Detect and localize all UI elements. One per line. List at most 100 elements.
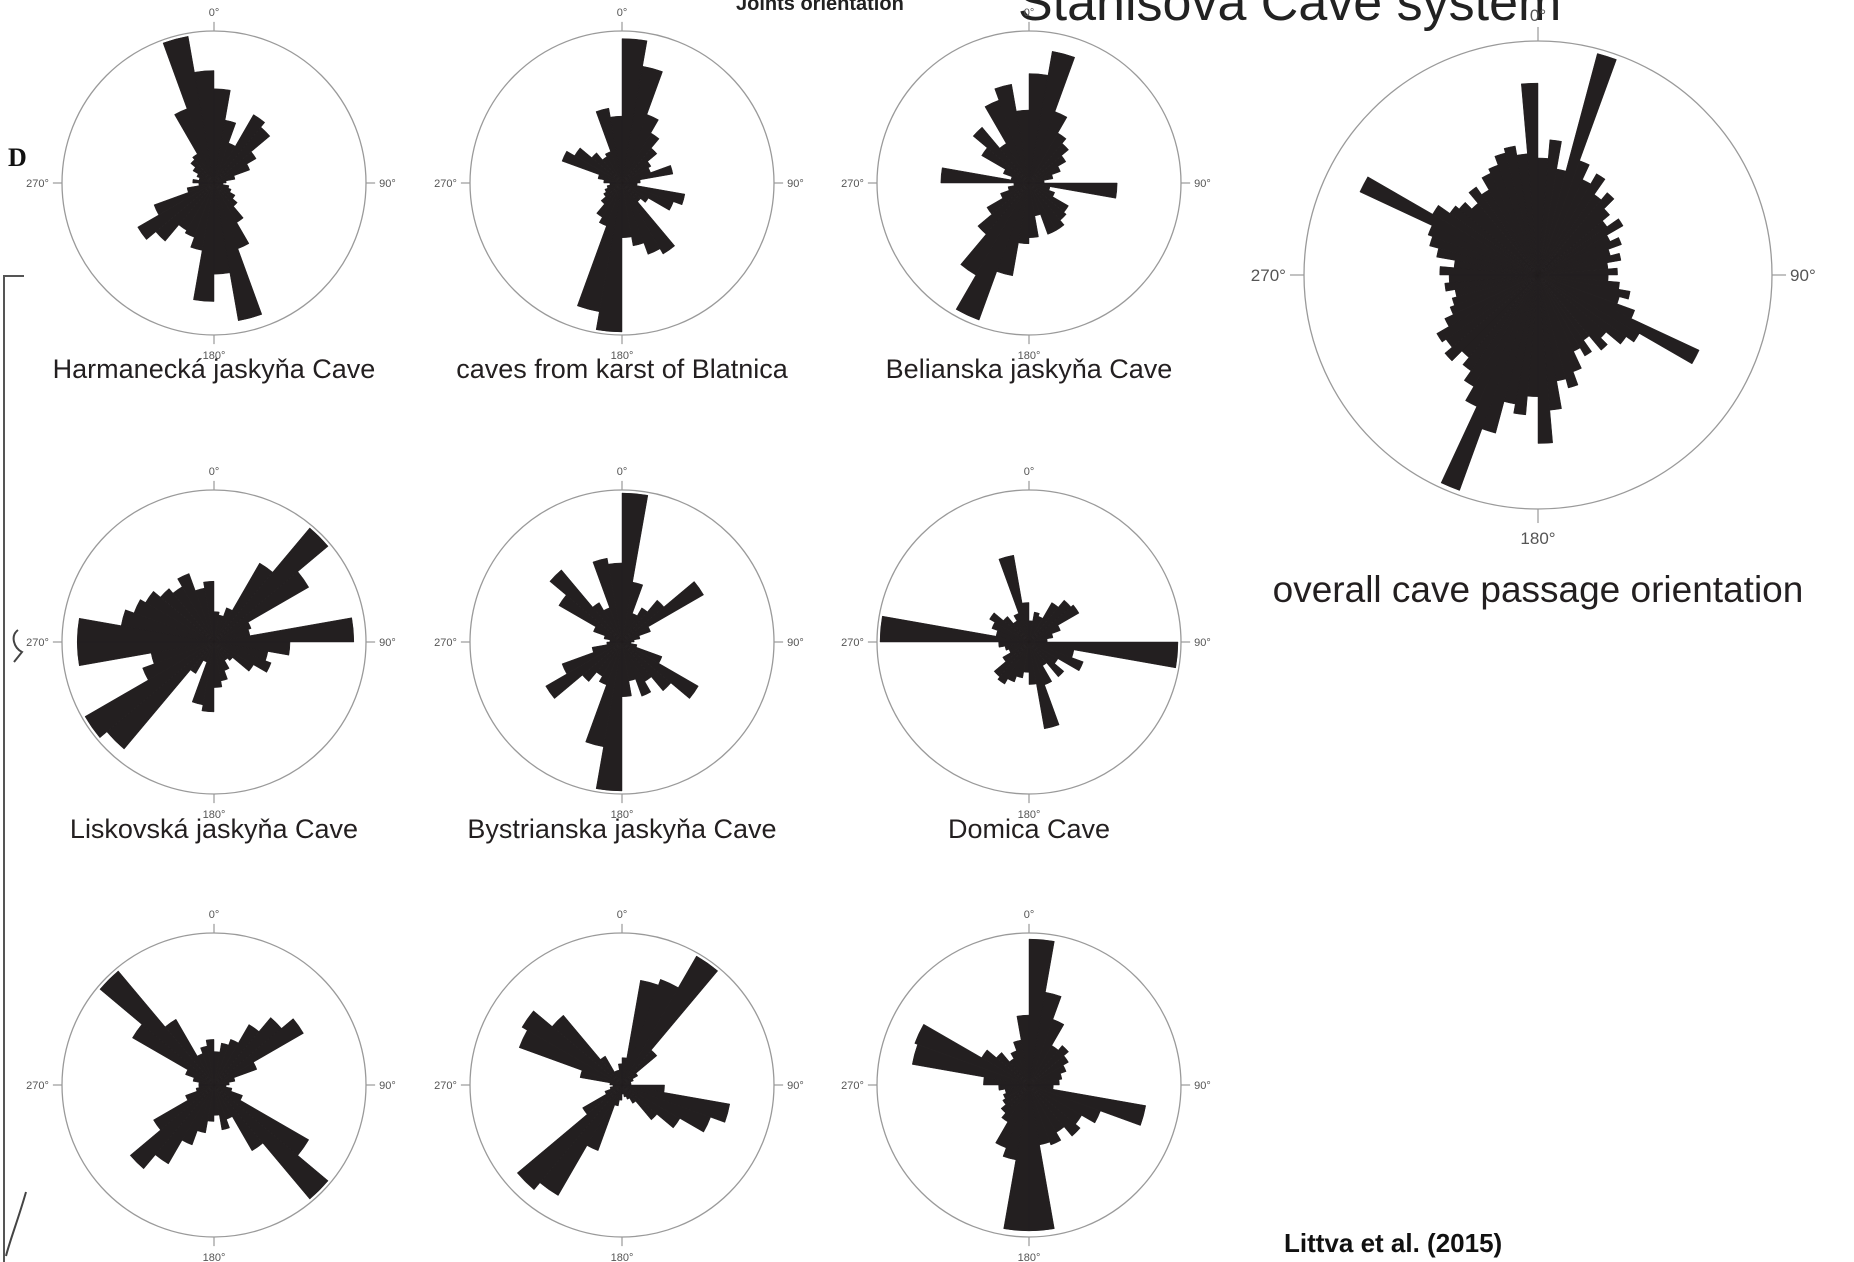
angle-label: 180° [611,809,634,821]
angle-label: 90° [379,178,396,190]
rose-sector [600,182,623,205]
rose-sector [1021,602,1030,643]
rose-sector [1001,1084,1030,1123]
rose-sector [213,126,271,184]
rose-sector [989,612,1030,643]
rose-sector [621,1084,627,1098]
rose-sector [1468,186,1539,276]
rose-sector [621,635,641,643]
rose-sector [1537,252,1622,276]
rose-sector [1028,641,1084,672]
rose-sector [1028,155,1067,184]
angle-label: 180° [1018,1252,1041,1262]
angle-label: 0° [209,466,220,478]
rose-sector [561,150,623,184]
rose-sector [213,621,252,643]
rose-sector [549,569,623,643]
angle-label: 180° [1018,809,1041,821]
rose-sector [1000,182,1030,199]
chart-caption: Liskovská jaskyňa Cave [70,814,358,844]
rose-sector [621,179,641,184]
rose-sector [213,641,254,672]
rose-sector [1537,173,1606,276]
rose-chart-row3-right: 0° 90° 180° 270° [841,909,1211,1262]
rose-sector [1028,641,1037,685]
rose-sector [213,1018,304,1086]
rose-sector [1016,1014,1030,1086]
rose-sector [607,562,623,643]
rose-sector [1537,274,1627,345]
rose-sector [621,182,676,255]
rose-sector [133,599,215,643]
rose-sector [972,126,1030,184]
rose-sector [592,557,623,643]
angle-label: 0° [1024,909,1035,921]
rose-sector [1028,50,1076,184]
rose-sector [621,1084,731,1123]
rose-sector [177,573,215,643]
rose-sector [84,641,215,739]
chart-caption: Harmanecká jaskyňa Cave [53,354,376,384]
angle-label: 90° [379,637,396,649]
rose-chart-belianska: 0° 90° 180° 270° Belianska jaskyňa Cave [841,7,1211,384]
citation-text: Littva et al. (2015) [1284,1228,1502,1258]
rose-sector [1003,616,1030,643]
rose-chart-bystrianska: 0° 90° 180° 270° Bystrianska jaskyňa Cave [434,466,804,844]
angle-label: 180° [611,350,634,362]
rose-sector [1002,1084,1030,1100]
rose-sector [603,182,623,198]
rose-sector [621,182,674,211]
rose-sector [621,1084,637,1104]
angle-label: 0° [617,466,628,478]
rose-sector [184,182,215,238]
rose-chart-overall: 0° 90° 180° 270° overall cave passage orient… [1251,6,1816,610]
rose-sector [621,147,658,184]
rose-sector [621,1078,634,1086]
rose-sector [213,1077,236,1086]
rose-sector [1537,274,1640,343]
angle-label: 90° [1194,1080,1211,1092]
rose-sector [1537,208,1611,276]
angle-label: 180° [611,1252,634,1262]
rose-sector [129,1084,215,1170]
rose-sector [582,1084,623,1115]
rose-sector [164,1018,215,1086]
rose-sector [621,641,652,697]
rose-chart-row3-middle: 0° 90° 180° 270° [434,909,804,1262]
rose-sector [545,641,623,700]
chart-caption: Belianska jaskyňa Cave [886,354,1173,384]
rose-sector [1028,132,1067,184]
rose-sector [120,609,215,643]
rose-sector [1028,1055,1069,1086]
rose-sector [1028,624,1061,643]
rose-chart-row3-left: 0° 90° 180° 270° [26,909,396,1262]
angle-label: 90° [787,1080,804,1092]
rose-sector [596,182,623,218]
rose-sector [1462,274,1539,372]
chart-caption: Domica Cave [948,814,1110,844]
rose-sector [1028,1084,1062,1146]
rose-sector [621,65,663,184]
angle-label: 270° [26,1080,49,1092]
rose-sector [1537,237,1622,276]
rose-sector [1537,160,1590,276]
rose-sector [1444,274,1539,292]
rose-sector [1537,274,1579,389]
angle-label: 0° [617,909,628,921]
rose-sector [621,161,652,184]
rose-sector [621,639,635,643]
rose-sector [194,70,215,184]
rose-sector [1444,274,1539,327]
rose-sector [213,1084,310,1156]
angle-label: 0° [1024,466,1035,478]
rose-chart-domica: 0° 90° 180° 270° Domica Cave [841,466,1211,844]
rose-sector [986,182,1030,215]
rose-sector [145,590,215,643]
rose-sector [213,151,257,184]
rose-sector [1002,1084,1030,1161]
rose-sector [621,182,661,255]
rose-sector [213,1084,329,1200]
cave-system-heading: Stanišova Cave system [1018,0,1561,32]
angle-label: 180° [203,809,226,821]
rose-sector [213,571,310,643]
